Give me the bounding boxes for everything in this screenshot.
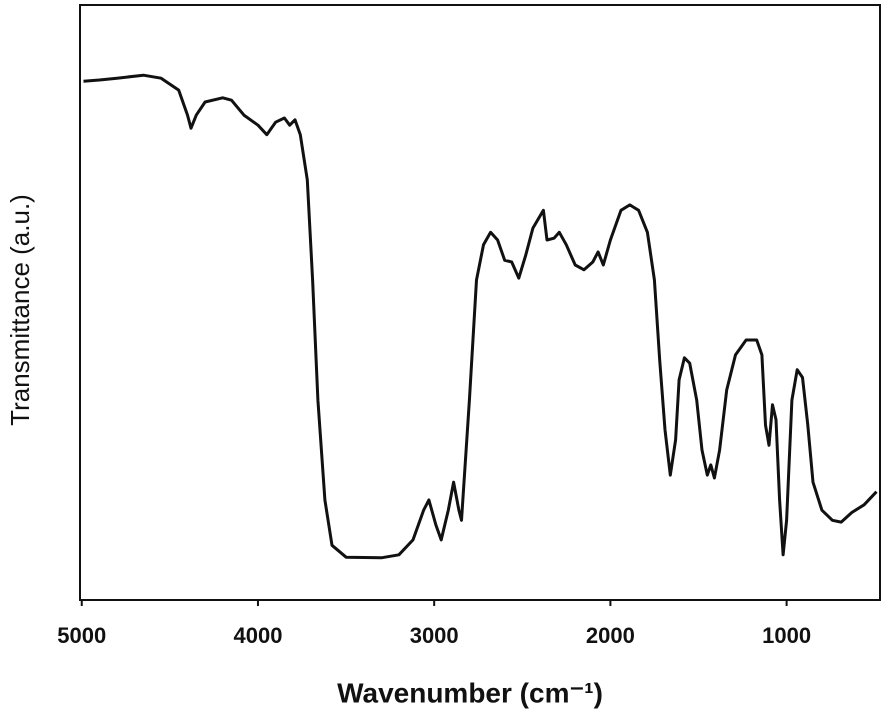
spectrum-line	[83, 73, 878, 560]
x-tick-label: 2000	[586, 623, 635, 648]
x-tick-label: 3000	[410, 623, 459, 648]
x-tick-label: 4000	[233, 623, 282, 648]
x-tick-label: 5000	[57, 623, 106, 648]
x-tick-label: 1000	[762, 623, 811, 648]
y-axis-label: Transmittance (a.u.)	[5, 194, 35, 426]
plot-frame	[79, 4, 881, 601]
x-axis-label: Wavenumber (cm⁻¹)	[337, 677, 603, 708]
